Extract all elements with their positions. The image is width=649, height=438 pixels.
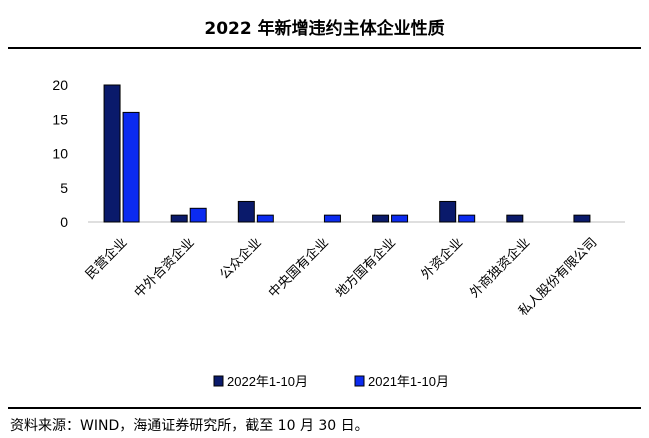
source-note: 资料来源：WIND，海通证券研究所，截至 10 月 30 日。: [10, 418, 369, 434]
bar-series-2022: [439, 200, 457, 223]
bar-series-2021: [189, 207, 207, 223]
bar-series-2021: [323, 214, 341, 223]
bar-series-2021: [122, 111, 140, 223]
legend-label: 2021年1-10月: [368, 374, 449, 389]
y-tick-label: 15: [52, 111, 68, 127]
category-label: 地方国有企业: [332, 235, 398, 301]
bar-chart: 0 5 10 15 20 民营企业 中外合资企业 公众企业 中央国有企业 地方国有企业 外资企业外…: [52, 77, 625, 389]
legend: 2022年1-10月 2021年1-10月: [213, 374, 449, 389]
bar-series-2021: [391, 214, 409, 223]
source-divider: [8, 407, 641, 409]
legend-swatch: [354, 375, 365, 387]
bar-series-2022: [103, 84, 121, 223]
bar-series-2022: [506, 214, 524, 223]
chart-title: 2022 年新增违约主体企业性质: [204, 19, 445, 39]
legend-label: 2022年1-10月: [227, 374, 308, 389]
title-divider: [8, 47, 641, 49]
bar-series-2022: [372, 214, 390, 223]
y-tick-label: 0: [60, 214, 68, 230]
category-label: 中央国有企业: [265, 235, 331, 301]
bars: [103, 84, 591, 223]
bar-series-2021: [458, 214, 476, 223]
y-tick-label: 10: [52, 146, 68, 162]
y-tick-label: 5: [60, 180, 68, 196]
y-axis-ticks: 0 5 10 15 20: [52, 77, 68, 230]
category-label: 公众企业: [217, 235, 265, 283]
category-label: 中外合资企业: [131, 235, 197, 301]
bar-series-2022: [237, 200, 255, 223]
category-label: 外商独资企业: [467, 235, 533, 301]
legend-swatch: [213, 375, 224, 387]
category-label: 外资企业: [418, 235, 466, 283]
bar-series-2022: [573, 214, 591, 223]
category-labels: 民营企业 中外合资企业 公众企业 中央国有企业 地方国有企业 外资企业 外商独资企业私人股份…: [82, 235, 600, 320]
y-tick-label: 20: [52, 77, 68, 93]
category-label: 民营企业: [82, 235, 130, 283]
bar-series-2021: [256, 214, 274, 223]
bar-series-2022: [170, 214, 188, 223]
